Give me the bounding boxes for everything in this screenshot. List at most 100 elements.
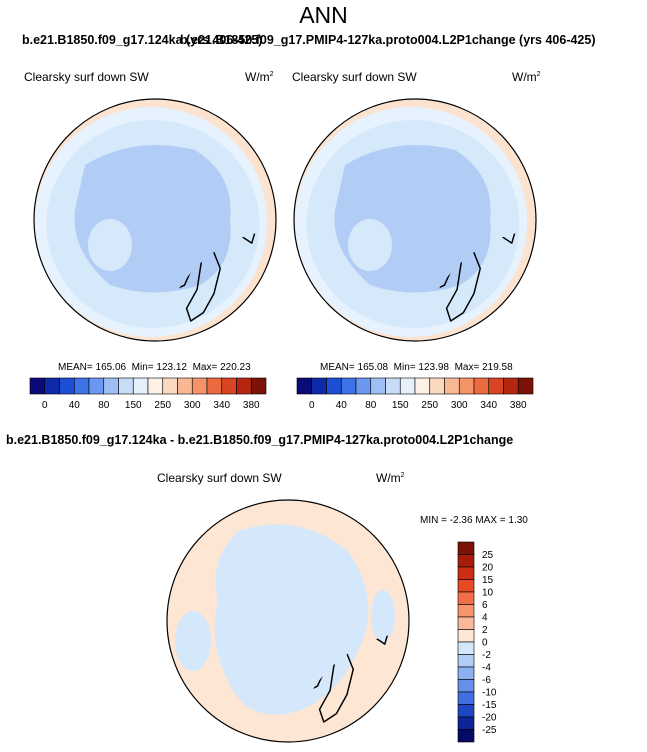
- colorbar-swatch: [457, 654, 475, 668]
- right-units-text: W/m: [512, 70, 537, 84]
- colorbar-tick-label: 80: [365, 400, 377, 411]
- diff-units-label: W/m2: [376, 471, 405, 485]
- coastline: [219, 229, 257, 244]
- diff-stats: MIN = -2.36 MAX = 1.30: [420, 515, 528, 526]
- colorbar-swatch: [355, 377, 372, 395]
- map-boundary: [33, 98, 277, 342]
- right-mean-label: MEAN=: [320, 362, 355, 373]
- colorbar-swatch: [458, 377, 475, 395]
- colorbar-swatch: [457, 704, 475, 718]
- colorbar-swatch: [399, 377, 416, 395]
- left-max-value: 220.23: [220, 362, 251, 373]
- right-variable-label: Clearsky surf down SW: [292, 70, 417, 84]
- colorbar-tick-label: 6: [482, 600, 488, 611]
- colorbar-swatch: [457, 591, 475, 605]
- colorbar-tick-label: 10: [482, 588, 494, 599]
- right-units-label: W/m2: [512, 70, 541, 84]
- diff-units-exp: 2: [400, 472, 405, 479]
- map-fields: [294, 99, 536, 341]
- colorbar-tick-label: 0: [42, 400, 48, 411]
- colorbar-tick-label: -15: [482, 700, 497, 711]
- diff-variable-label: Clearsky surf down SW: [157, 471, 282, 485]
- colorbar-tick-label: 40: [69, 400, 81, 411]
- colorbar-swatch: [385, 377, 401, 395]
- colorbar-swatch: [457, 716, 475, 730]
- map-boundary: [293, 98, 537, 342]
- left-units-label: W/m2: [245, 70, 274, 84]
- left-colorbar: 0 40 80 150 250 300 340 380: [29, 377, 267, 411]
- colorbar-tick-label: 340: [213, 400, 230, 411]
- left-min-value: 123.12: [156, 362, 187, 373]
- colorbar-tick-label: -10: [482, 688, 497, 699]
- colorbar-swatch: [73, 377, 90, 395]
- colorbar-tick-label: 25: [482, 550, 494, 561]
- colorbar-tick-label: -6: [482, 675, 491, 686]
- colorbar-swatch: [457, 616, 475, 630]
- colorbar-tick-label: 15: [482, 575, 494, 586]
- colorbar-swatch: [118, 377, 134, 395]
- colorbar-swatch: [473, 377, 490, 395]
- colorbar-tick-label: 380: [243, 400, 260, 411]
- colorbar-swatch: [340, 377, 357, 395]
- left-mean-label: MEAN=: [58, 362, 93, 373]
- colorbar-tick-label: 150: [392, 400, 409, 411]
- colorbar-tick-label: 2: [482, 625, 488, 636]
- colorbar-swatch: [132, 377, 149, 395]
- colorbar-tick-label: 40: [336, 400, 348, 411]
- map-boundary: [166, 499, 410, 743]
- colorbar-swatch: [206, 377, 223, 395]
- right-max-label: Max=: [454, 362, 480, 373]
- colorbar-tick-label: -25: [482, 725, 497, 736]
- diff-min-label: MIN =: [420, 515, 447, 526]
- colorbar-swatch: [147, 377, 164, 395]
- left-variable-label: Clearsky surf down SW: [24, 70, 149, 84]
- inner-field: [74, 145, 231, 293]
- colorbar-tick-label: -4: [482, 663, 491, 674]
- coastline: [479, 229, 517, 244]
- left-min-label: Min=: [131, 362, 154, 373]
- diff-min-value: -2.36: [449, 515, 473, 526]
- colorbar-swatch: [503, 377, 519, 395]
- right-colorbar: 0 40 80 150 250 300 340 380: [296, 377, 534, 411]
- map-fields: [34, 99, 276, 341]
- colorbar-tick-label: 0: [309, 400, 315, 411]
- diff-max-value: 1.30: [508, 515, 528, 526]
- colorbar-swatch: [457, 641, 475, 655]
- colorbar-swatch: [191, 377, 208, 395]
- colorbar-swatch: [457, 604, 475, 618]
- colorbar-tick-label: 20: [482, 563, 494, 574]
- colorbar-swatch: [44, 377, 60, 395]
- colorbar-swatch: [250, 377, 267, 395]
- left-polar-map: [33, 98, 277, 342]
- colorbar-swatch: [296, 377, 313, 395]
- right-units-exp: 2: [536, 71, 541, 78]
- left-units-text: W/m: [245, 70, 270, 84]
- colorbar-tick-label: 80: [98, 400, 110, 411]
- colorbar-tick-label: 250: [421, 400, 438, 411]
- right-mean-value: 165.08: [357, 362, 389, 373]
- colorbar-tick-label: 340: [480, 400, 497, 411]
- colorbar-swatch: [429, 377, 445, 395]
- inner-field: [334, 145, 491, 293]
- colorbar-swatch: [59, 377, 75, 395]
- colorbar-swatch: [103, 377, 119, 395]
- coastline: [185, 229, 221, 322]
- colorbar-swatch: [517, 377, 534, 395]
- coastline: [445, 229, 481, 322]
- colorbar-tick-label: 380: [510, 400, 527, 411]
- coastline: [352, 631, 390, 645]
- colorbar-swatch: [457, 679, 475, 693]
- right-stats: MEAN= 165.08 Min= 123.98 Max= 219.58: [320, 362, 513, 373]
- diff-title: b.e21.B1850.f09_g17.124ka - b.e21.B1850.…: [6, 433, 514, 447]
- colorbar-swatch: [29, 377, 46, 395]
- colorbar-swatch: [457, 729, 475, 743]
- colorbar-swatch: [444, 377, 460, 395]
- colorbar-tick-label: 250: [154, 400, 171, 411]
- left-stats: MEAN= 165.06 Min= 123.12 Max= 220.23: [58, 362, 251, 373]
- colorbar-swatch: [488, 377, 504, 395]
- right-min-label: Min=: [393, 362, 416, 373]
- colorbar-swatch: [457, 691, 475, 705]
- title-left-case: b.e21.B1850.f09_g17.124ka (yrs 406-425): [22, 33, 263, 47]
- colorbar-tick-label: -2: [482, 650, 491, 661]
